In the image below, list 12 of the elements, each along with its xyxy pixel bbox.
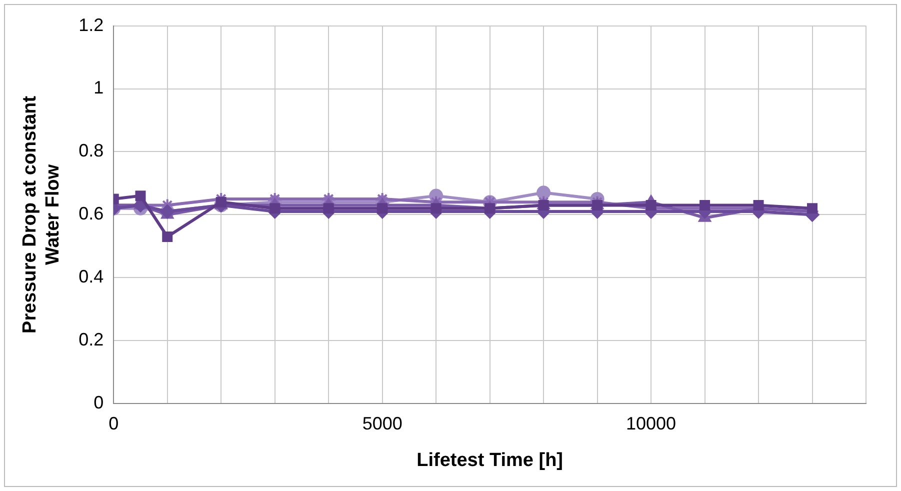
y-tick-label: 0.4 (78, 266, 104, 287)
y-tick-label: 1 (94, 78, 104, 98)
x-tick-label: 0 (108, 413, 119, 434)
y-tick-label: 0.8 (78, 140, 104, 161)
y-tick-label: 1.2 (78, 14, 104, 35)
y-axis-title: Pressure Drop at constant Water Flow (20, 95, 64, 334)
x-axis-title: Lifetest Time [h] (416, 450, 564, 471)
y-tick-label: 0.6 (78, 204, 104, 224)
y-tick-label: 0.2 (78, 330, 104, 350)
x-tick-label: 10000 (626, 413, 676, 434)
y-tick-label: 0 (94, 392, 104, 413)
x-tick-label: 5000 (362, 413, 402, 434)
